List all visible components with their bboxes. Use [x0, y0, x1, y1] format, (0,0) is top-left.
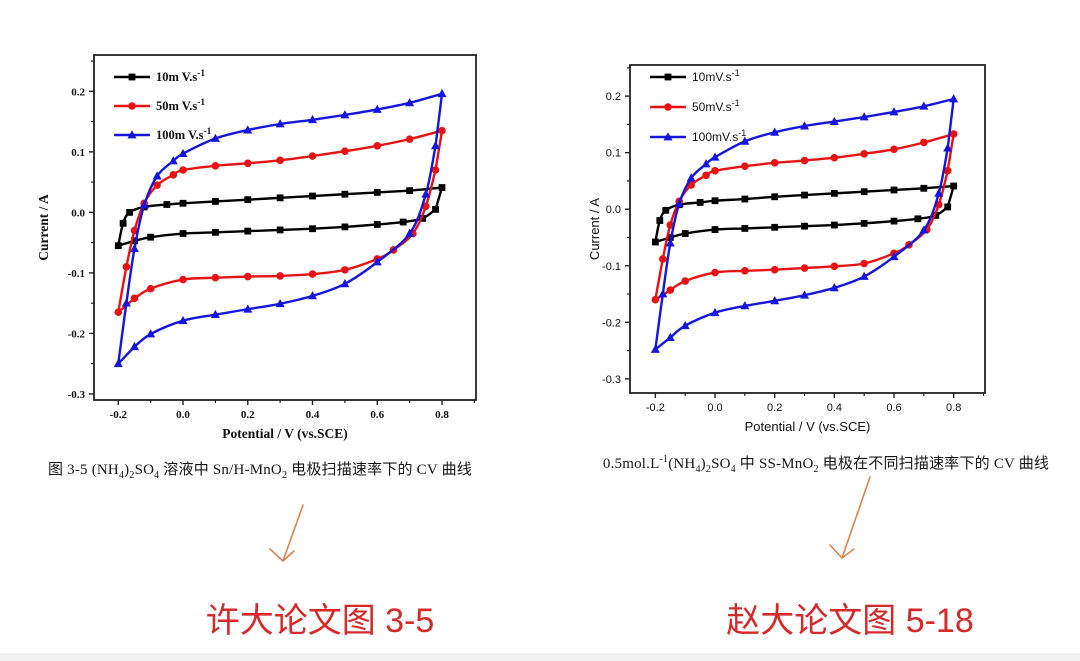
- y-tick-label: 0.1: [71, 147, 85, 159]
- x-tick-label: -0.2: [110, 409, 128, 421]
- y-tick-label: 0.2: [606, 91, 621, 103]
- annotation-note-right: 赵大论文图 5-18: [726, 602, 974, 640]
- legend-label: 50mV.s-1: [692, 98, 740, 114]
- y-tick-label: -0.3: [602, 374, 621, 386]
- y-tick-label: 0.1: [606, 148, 621, 160]
- figure-left-caption: 图 3-5 (NH4)2SO4 溶液中 Sn/H-MnO2 电极扫描速率下的 C…: [48, 462, 472, 481]
- arrow-shaft: [841, 476, 871, 559]
- x-tick-label: 0.2: [767, 402, 782, 414]
- down-left-arrow-right: [829, 476, 871, 559]
- x-tick-label: 0.4: [827, 402, 842, 414]
- figure-right: -0.2 0.0 0.2 0.4 0.6 0.8 0.2 0.1 0.0 -0.1 -0.2 -0.3…: [580, 15, 1028, 447]
- cv-chart-right: -0.2 0.0 0.2 0.4 0.6 0.8 0.2 0.1 0.0 -0.1 -0.2 -0.3…: [587, 64, 986, 434]
- legend-label: 10mV.s-1: [692, 68, 740, 84]
- y-axis-label: Current / A: [587, 198, 602, 260]
- legend-label: 50m V.s-1: [156, 98, 205, 113]
- y-axis-label: Current / A: [36, 194, 51, 261]
- x-tick-label: 0.0: [707, 402, 722, 414]
- arrow-head: [829, 544, 855, 559]
- x-tick-label: 0.2: [241, 409, 255, 421]
- legend-label: 100m V.s-1: [156, 127, 212, 142]
- x-tick-label: 0.6: [886, 402, 901, 414]
- arrow-head: [269, 548, 295, 562]
- y-tick-label: 0.2: [71, 86, 85, 98]
- y-tick-label: -0.1: [68, 268, 85, 280]
- legend-label: 10m V.s-1: [156, 69, 205, 84]
- plot-box: [629, 64, 986, 394]
- y-tick-label: -0.1: [602, 261, 621, 273]
- x-tick-label: 0.0: [176, 409, 190, 421]
- down-left-arrow-left: [269, 504, 304, 562]
- arrow-shaft: [282, 504, 304, 562]
- x-axis-label: Potential / V (vs.SCE): [222, 426, 348, 441]
- cv-chart-left: -0.2 0.0 0.2 0.4 0.6 0.8 0.2 0.1 0.0 -0.1 -0.2 -0.3…: [36, 54, 477, 441]
- y-tick-label: -0.3: [68, 389, 86, 401]
- x-tick-label: -0.2: [646, 402, 665, 414]
- x-axis-label: Potential / V (vs.SCE): [745, 419, 871, 434]
- legend-label: 100mV.s-1: [692, 128, 746, 144]
- y-tick-label: -0.2: [602, 317, 621, 329]
- annotation-note-left: 许大论文图 3-5: [205, 602, 435, 640]
- x-tick-label: 0.8: [946, 402, 961, 414]
- y-tick-label: 0.0: [71, 207, 85, 219]
- x-tick-label: 0.6: [370, 409, 384, 421]
- y-tick-label: 0.0: [606, 204, 621, 216]
- x-tick-label: 0.4: [306, 409, 320, 421]
- x-tick-label: 0.8: [435, 409, 449, 421]
- bottom-strip: [0, 653, 1080, 661]
- figure-right-caption: 0.5mol.L-1(NH4)2SO4 中 SS-MnO2 电极在不同扫描速率下…: [602, 454, 1050, 475]
- figure-left: -0.2 0.0 0.2 0.4 0.6 0.8 0.2 0.1 0.0 -0.1 -0.2 -0.3…: [30, 5, 490, 455]
- plot-box: [93, 54, 477, 401]
- y-tick-label: -0.2: [68, 328, 86, 340]
